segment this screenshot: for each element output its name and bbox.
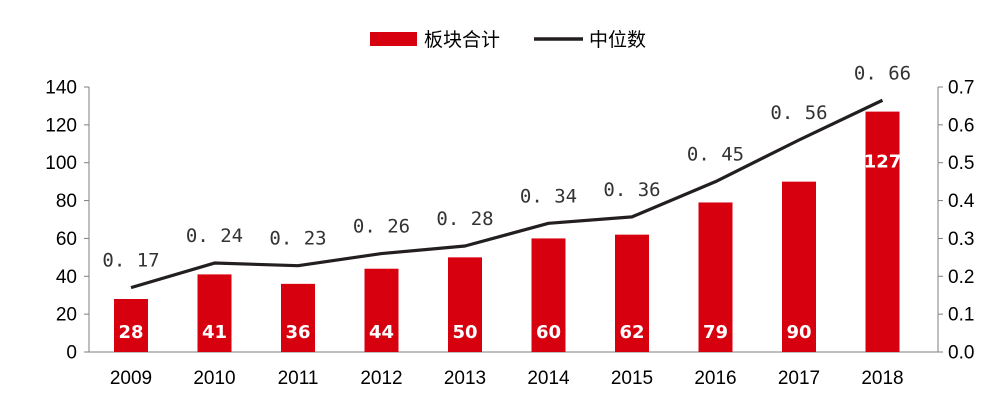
x-tick-label: 2012 <box>360 368 402 389</box>
line-value-label: 0. 66 <box>854 62 911 84</box>
bar-value-label: 36 <box>285 322 310 343</box>
x-tick-label: 2011 <box>278 368 319 389</box>
line-value-label: 0. 24 <box>186 225 243 247</box>
right-tick-label: 0.3 <box>948 229 974 250</box>
median-line <box>130 98 884 290</box>
bar <box>865 111 900 352</box>
bar <box>364 268 399 352</box>
left-tick-label: 40 <box>56 267 77 288</box>
line-value-label: 0. 23 <box>269 228 326 250</box>
right-tick-label: 0.5 <box>948 153 974 174</box>
left-tick-label: 120 <box>45 115 77 136</box>
left-tick-label: 60 <box>56 229 77 250</box>
bar-value-label: 60 <box>536 322 561 343</box>
x-tick-label: 2013 <box>444 368 486 389</box>
x-tick-label: 2015 <box>611 368 653 389</box>
bar-value-label: 28 <box>118 322 143 343</box>
left-tick-label: 100 <box>45 153 77 174</box>
right-tick-label: 0.0 <box>948 343 974 364</box>
x-tick-label: 2009 <box>110 368 152 389</box>
line-value-label: 0. 56 <box>770 102 827 124</box>
bar <box>197 274 232 352</box>
x-tick-label: 2017 <box>778 368 820 389</box>
bar <box>782 181 816 352</box>
bar-value-label: 44 <box>369 322 394 343</box>
legend-bar-swatch <box>370 32 417 46</box>
bar-value-label: 127 <box>864 152 902 173</box>
left-tick-label: 0 <box>66 343 77 364</box>
x-tick-label: 2010 <box>193 368 235 389</box>
bar-series: 28 41 36 44 50 60 62 79 90 127 <box>114 111 902 352</box>
right-tick-label: 0.2 <box>948 267 974 288</box>
left-tick-label: 80 <box>56 191 77 212</box>
axes: 0 20 40 60 80 100 120 140 0.0 0.1 0.2 0.3 0.4 0.5 0.6 0… <box>45 78 975 390</box>
bar <box>531 238 566 352</box>
legend-bar-label: 板块合计 <box>424 29 500 51</box>
bar <box>281 283 315 352</box>
bar-value-label: 79 <box>703 322 728 343</box>
bar <box>114 299 148 352</box>
bar-value-label: 62 <box>619 322 644 343</box>
bar <box>698 202 733 352</box>
bar <box>615 234 649 352</box>
bar-value-label: 90 <box>786 322 811 343</box>
legend-line-label: 中位数 <box>589 29 646 51</box>
line-value-label: 0. 26 <box>353 216 410 238</box>
x-tick-label: 2014 <box>527 368 570 389</box>
line-value-label: 0. 36 <box>603 179 660 201</box>
legend: 板块合计 中位数 <box>370 29 646 51</box>
bar-value-label: 41 <box>202 322 227 343</box>
x-tick-label: 2018 <box>861 368 903 389</box>
x-tick-label: 2016 <box>694 368 736 389</box>
line-value-label: 0. 45 <box>687 144 744 166</box>
line-value-label: 0. 17 <box>102 250 159 272</box>
bar-value-label: 50 <box>452 322 477 343</box>
right-tick-label: 0.7 <box>948 78 974 99</box>
line-value-label: 0. 34 <box>520 185 577 207</box>
line-series: 0. 17 0. 24 0. 23 0. 26 0. 28 0. 34 0. 36 0. 45… <box>102 62 911 290</box>
right-tick-label: 0.1 <box>948 305 974 326</box>
left-tick-label: 140 <box>45 78 77 99</box>
right-tick-label: 0.4 <box>948 191 975 212</box>
bar <box>448 257 482 352</box>
left-tick-label: 20 <box>56 305 77 326</box>
line-value-label: 0. 28 <box>436 208 493 230</box>
right-tick-label: 0.6 <box>948 115 974 136</box>
